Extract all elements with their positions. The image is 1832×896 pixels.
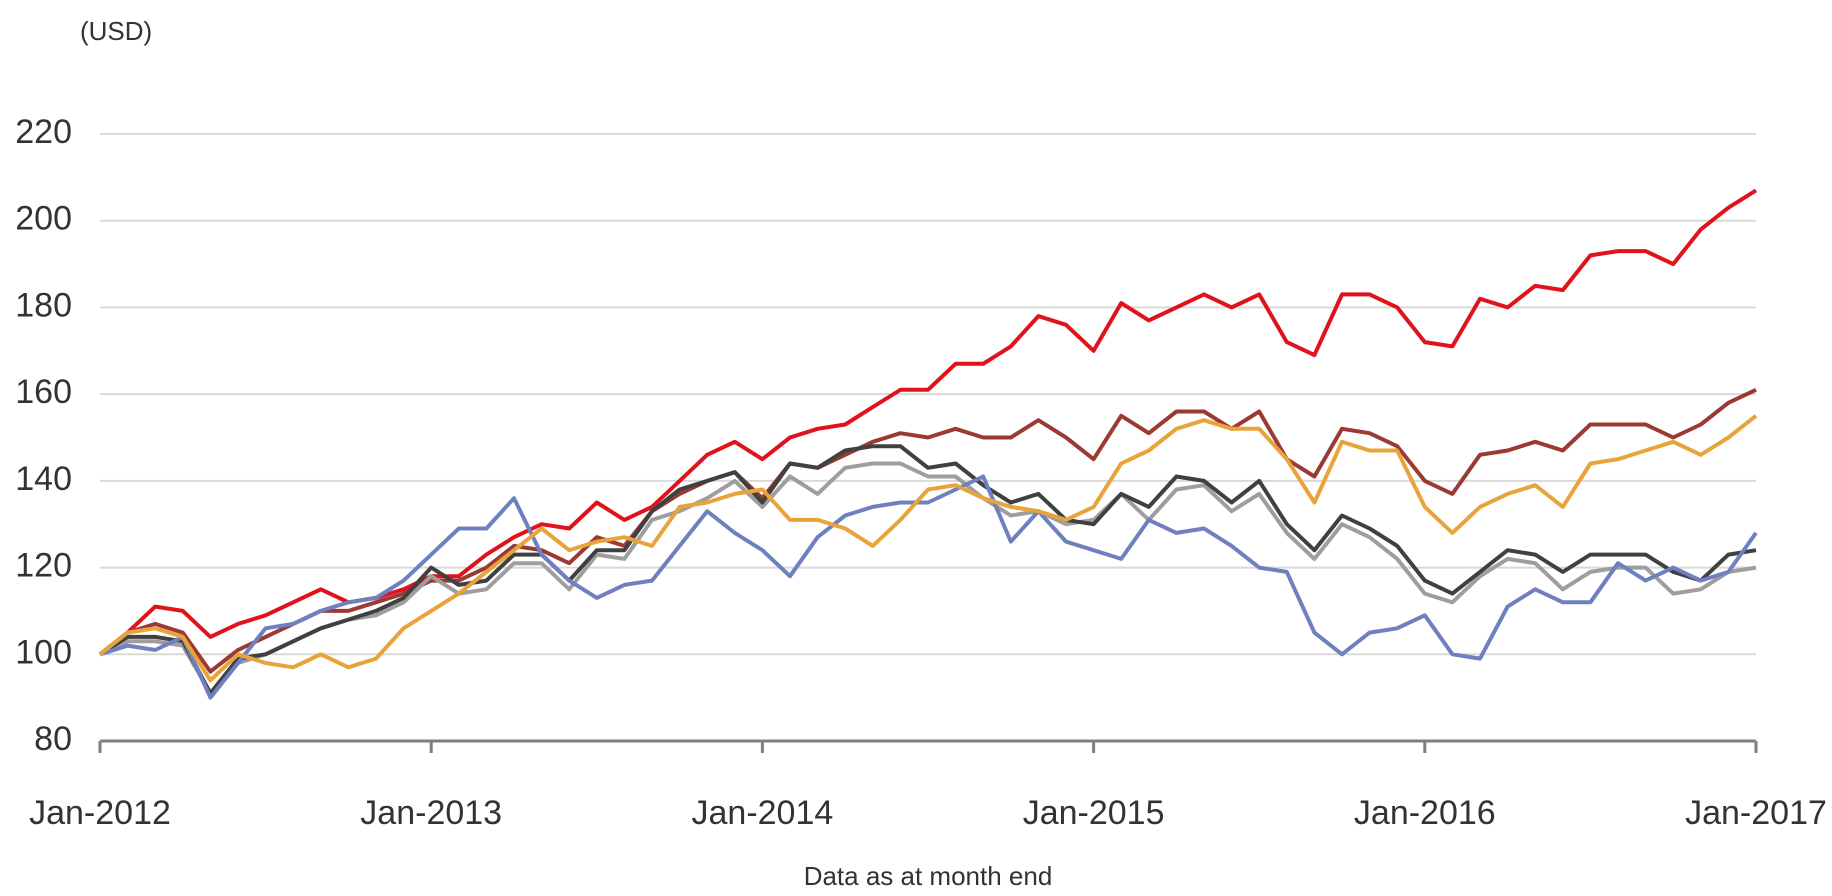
x-tick-label: Jan-2015 <box>1023 794 1165 832</box>
series-line <box>99 461 1757 696</box>
y-tick-label: 180 <box>15 286 72 324</box>
y-tick-label: 140 <box>15 460 72 498</box>
series-line <box>98 444 1757 696</box>
series-line <box>98 414 1758 683</box>
x-tick-label: Jan-2012 <box>29 794 171 832</box>
y-tick-label: 80 <box>34 720 72 758</box>
y-tick-label: 120 <box>15 547 72 585</box>
x-axis-label: Data as at month end <box>804 861 1053 891</box>
x-tick-label: Jan-2013 <box>360 794 502 832</box>
y-tick-label: 200 <box>15 200 72 238</box>
series-line <box>98 188 1758 656</box>
series-line <box>98 387 1757 674</box>
x-tick-label: Jan-2017 <box>1685 794 1827 832</box>
series-line <box>99 474 1758 700</box>
y-tick-label: 160 <box>15 373 72 411</box>
y-unit-label: (USD) <box>80 16 152 46</box>
y-tick-label: 100 <box>15 633 72 671</box>
x-tick-label: Jan-2014 <box>692 794 834 832</box>
y-tick-label: 220 <box>15 113 72 151</box>
x-tick-label: Jan-2016 <box>1354 794 1496 832</box>
